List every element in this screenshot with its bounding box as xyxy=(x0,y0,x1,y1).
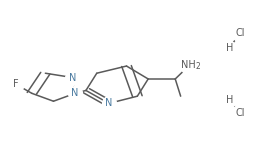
Text: N: N xyxy=(72,88,79,98)
Text: F: F xyxy=(13,79,18,89)
Text: NH: NH xyxy=(181,60,196,70)
Text: H: H xyxy=(226,43,233,53)
Text: N: N xyxy=(105,98,113,108)
Text: Cl: Cl xyxy=(236,108,245,118)
Text: N: N xyxy=(69,72,76,83)
Text: Cl: Cl xyxy=(236,28,245,38)
Text: 2: 2 xyxy=(195,62,200,71)
Text: H: H xyxy=(226,95,233,105)
